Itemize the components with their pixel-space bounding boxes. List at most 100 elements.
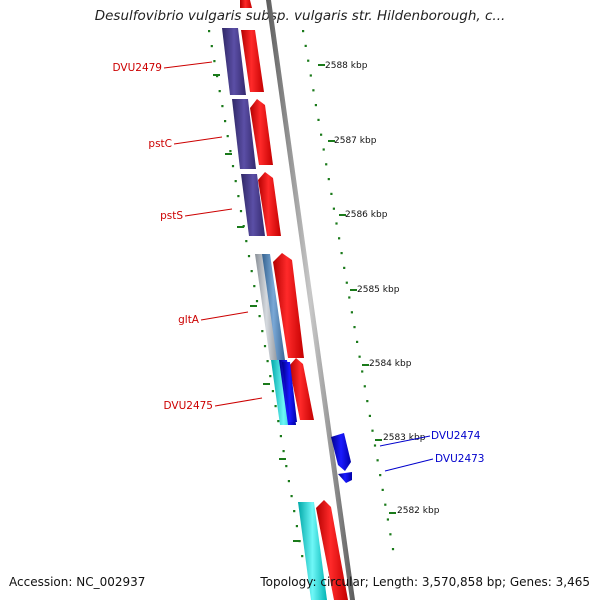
ruler-minor-tick [307, 59, 310, 62]
reverse-strand-features [222, 28, 327, 600]
ruler-minor-tick [304, 44, 307, 47]
ruler-minor-tick [384, 503, 387, 506]
left-major-tick [225, 153, 232, 155]
left-major-tick [213, 74, 220, 76]
cds-arrow-dvu2479 [241, 30, 264, 92]
left-major-tick [250, 305, 257, 307]
left-track-tick [271, 390, 274, 393]
left-track-tick [295, 525, 298, 528]
ruler-minor-tick [358, 355, 361, 358]
feature-glta-cog-steel [262, 254, 285, 360]
leader-line-dvu2479 [163, 61, 213, 69]
leader-line-glta [200, 311, 249, 321]
ruler-minor-tick [366, 400, 369, 403]
cds-arrow-psts [258, 172, 281, 236]
ruler-minor-tick [379, 474, 382, 477]
left-track-tick [253, 285, 256, 288]
ruler-major-tick [362, 364, 369, 366]
gene-label-dvu2473[interactable]: DVU2473 [435, 453, 485, 465]
gene-labels: DVU2479 pstC pstS gltA DVU2475 DVU2474 D… [113, 62, 485, 465]
left-major-tick [293, 540, 300, 542]
left-tick-track [208, 30, 304, 558]
feature-psts-cog [241, 174, 265, 236]
ruler-major-tick [318, 64, 325, 66]
ruler-minor-tick [322, 148, 325, 151]
ruler-minor-tick [350, 311, 353, 314]
forward-strand-cds [240, 0, 348, 600]
reverse-strand-cds [331, 433, 352, 483]
ruler-minor-tick [317, 118, 320, 121]
left-track-tick [245, 240, 248, 243]
left-track-tick [231, 165, 235, 168]
left-track-tick [266, 360, 269, 363]
ruler-minor-tick [371, 429, 374, 432]
ruler-tick-track [302, 30, 395, 551]
ruler-label: 2584 kbp [369, 359, 412, 369]
ruler-major-tick [328, 140, 335, 142]
ruler-major-tick [375, 439, 382, 441]
gene-leader-lines [163, 61, 434, 472]
left-track-tick [285, 465, 288, 468]
gene-label-dvu2479[interactable]: DVU2479 [113, 62, 163, 74]
ruler-minor-tick [335, 222, 338, 225]
left-track-tick [226, 135, 229, 138]
ruler-label: 2588 kbp [325, 61, 368, 71]
ruler-label: 2582 kbp [397, 506, 440, 516]
gene-label-glta[interactable]: gltA [178, 314, 200, 326]
ruler-label: 2586 kbp [345, 210, 388, 220]
cds-arrow-glta [273, 253, 304, 358]
feature-lower-cog [298, 502, 327, 600]
gene-label-dvu2474[interactable]: DVU2474 [431, 430, 481, 442]
left-track-tick [229, 150, 232, 153]
left-track-tick [239, 210, 243, 213]
left-major-tick [237, 226, 244, 228]
ruler-label: 2585 kbp [357, 285, 400, 295]
genome-backbone [266, 0, 355, 600]
ruler-minor-tick [381, 488, 384, 491]
left-track-tick [218, 90, 221, 93]
left-major-tick [263, 383, 270, 385]
ruler-minor-tick [343, 266, 346, 269]
left-track-tick [282, 450, 285, 453]
map-title: Desulfovibrio vulgaris subsp. vulgaris s… [94, 8, 506, 24]
ruler-minor-tick [340, 252, 343, 255]
cds-arrow-pstc [250, 99, 273, 165]
leader-line-dvu2474 [379, 435, 431, 447]
cds-arrow-dvu2475 [289, 358, 314, 420]
gene-label-psts[interactable]: pstS [160, 210, 183, 222]
ruler-major-tick [350, 289, 357, 291]
ruler-minor-tick [361, 370, 364, 373]
left-track-tick [237, 195, 240, 198]
ruler-minor-tick [345, 281, 348, 284]
ruler-minor-tick [312, 89, 315, 92]
ruler-minor-tick [330, 192, 333, 195]
left-track-tick [261, 330, 264, 333]
ruler-major-tick [389, 512, 396, 514]
left-track-tick [255, 300, 259, 303]
ruler-minor-tick [320, 133, 323, 136]
cds-arrow-dvu2475-blue [282, 362, 297, 422]
left-track-tick [293, 510, 296, 513]
left-track-tick [258, 315, 261, 318]
cds-arrow-dvu2474 [331, 433, 351, 471]
ruler-minor-tick [363, 385, 366, 388]
ruler-major-tick [339, 214, 346, 216]
gene-label-dvu2475[interactable]: DVU2475 [164, 400, 214, 412]
leader-line-dvu2475 [214, 397, 263, 407]
ruler-minor-tick [373, 444, 377, 447]
leader-line-dvu2473 [384, 458, 434, 472]
left-track-tick [247, 255, 251, 258]
accession-label: Accession: NC_002937 [9, 575, 146, 589]
left-track-tick [290, 495, 293, 498]
left-track-tick [301, 555, 304, 558]
ruler-minor-tick [391, 548, 395, 551]
ruler-minor-tick [314, 104, 317, 107]
left-track-tick [208, 30, 211, 33]
ruler-minor-tick [327, 178, 330, 181]
gene-label-pstc[interactable]: pstC [148, 138, 172, 150]
leader-line-psts [184, 208, 233, 217]
feature-glta-cog-gray [255, 254, 278, 360]
feature-pstc-cog [232, 99, 256, 169]
